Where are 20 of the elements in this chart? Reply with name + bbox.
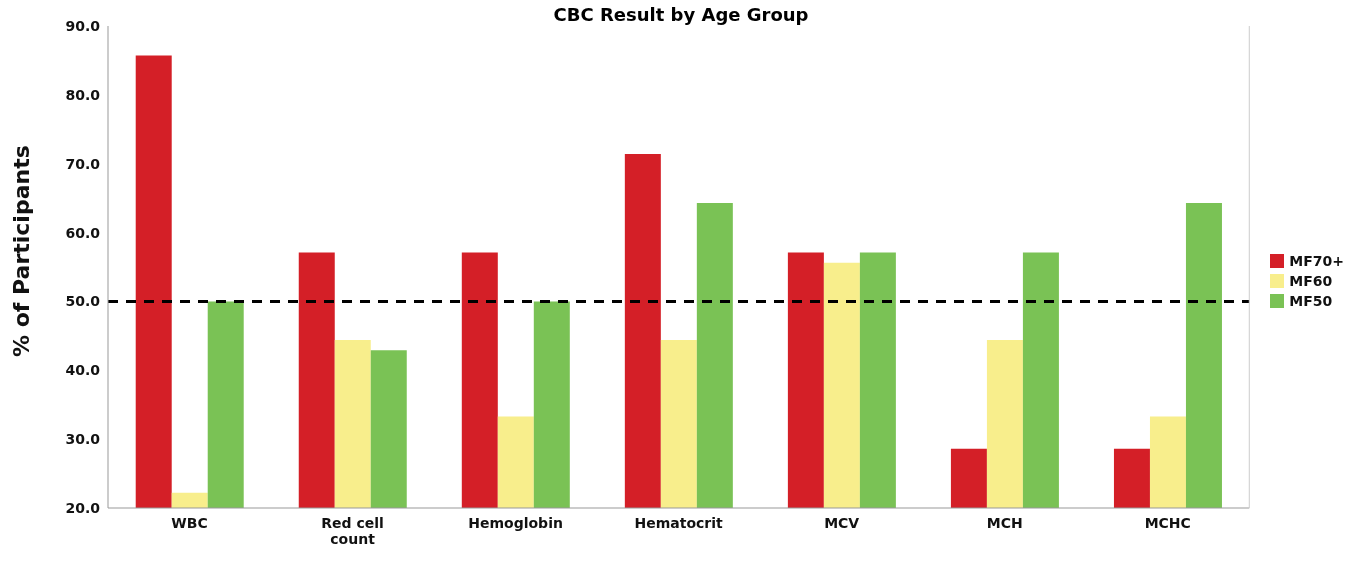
chart-title: CBC Result by Age Group	[553, 4, 809, 25]
x-tick-label: Red cell count	[321, 515, 384, 547]
y-tick-label: 60.0	[65, 224, 101, 241]
legend-label: MF50	[1288, 292, 1334, 311]
y-tick-label: 80.0	[65, 86, 101, 103]
legend-label: MF70+	[1288, 252, 1344, 271]
y-tick-label: 90.0	[65, 17, 101, 34]
x-tick-label: MCH	[986, 515, 1023, 531]
x-tick-label: Hematocrit	[634, 515, 724, 531]
y-tick-label: 20.0	[65, 499, 101, 516]
y-tick-label: 70.0	[65, 155, 101, 172]
y-axis-title: % of Participants	[8, 145, 34, 357]
x-tick-label: MCV	[824, 515, 860, 531]
y-tick-label: 30.0	[65, 431, 101, 448]
x-tick-label: MCHC	[1144, 515, 1191, 531]
x-tick-label: WBC	[171, 515, 208, 531]
x-tick-label: Hemoglobin	[468, 515, 563, 531]
legend-label: MF60	[1288, 272, 1334, 291]
y-tick-label: 40.0	[65, 362, 101, 379]
y-tick-label: 50.0	[65, 293, 101, 310]
